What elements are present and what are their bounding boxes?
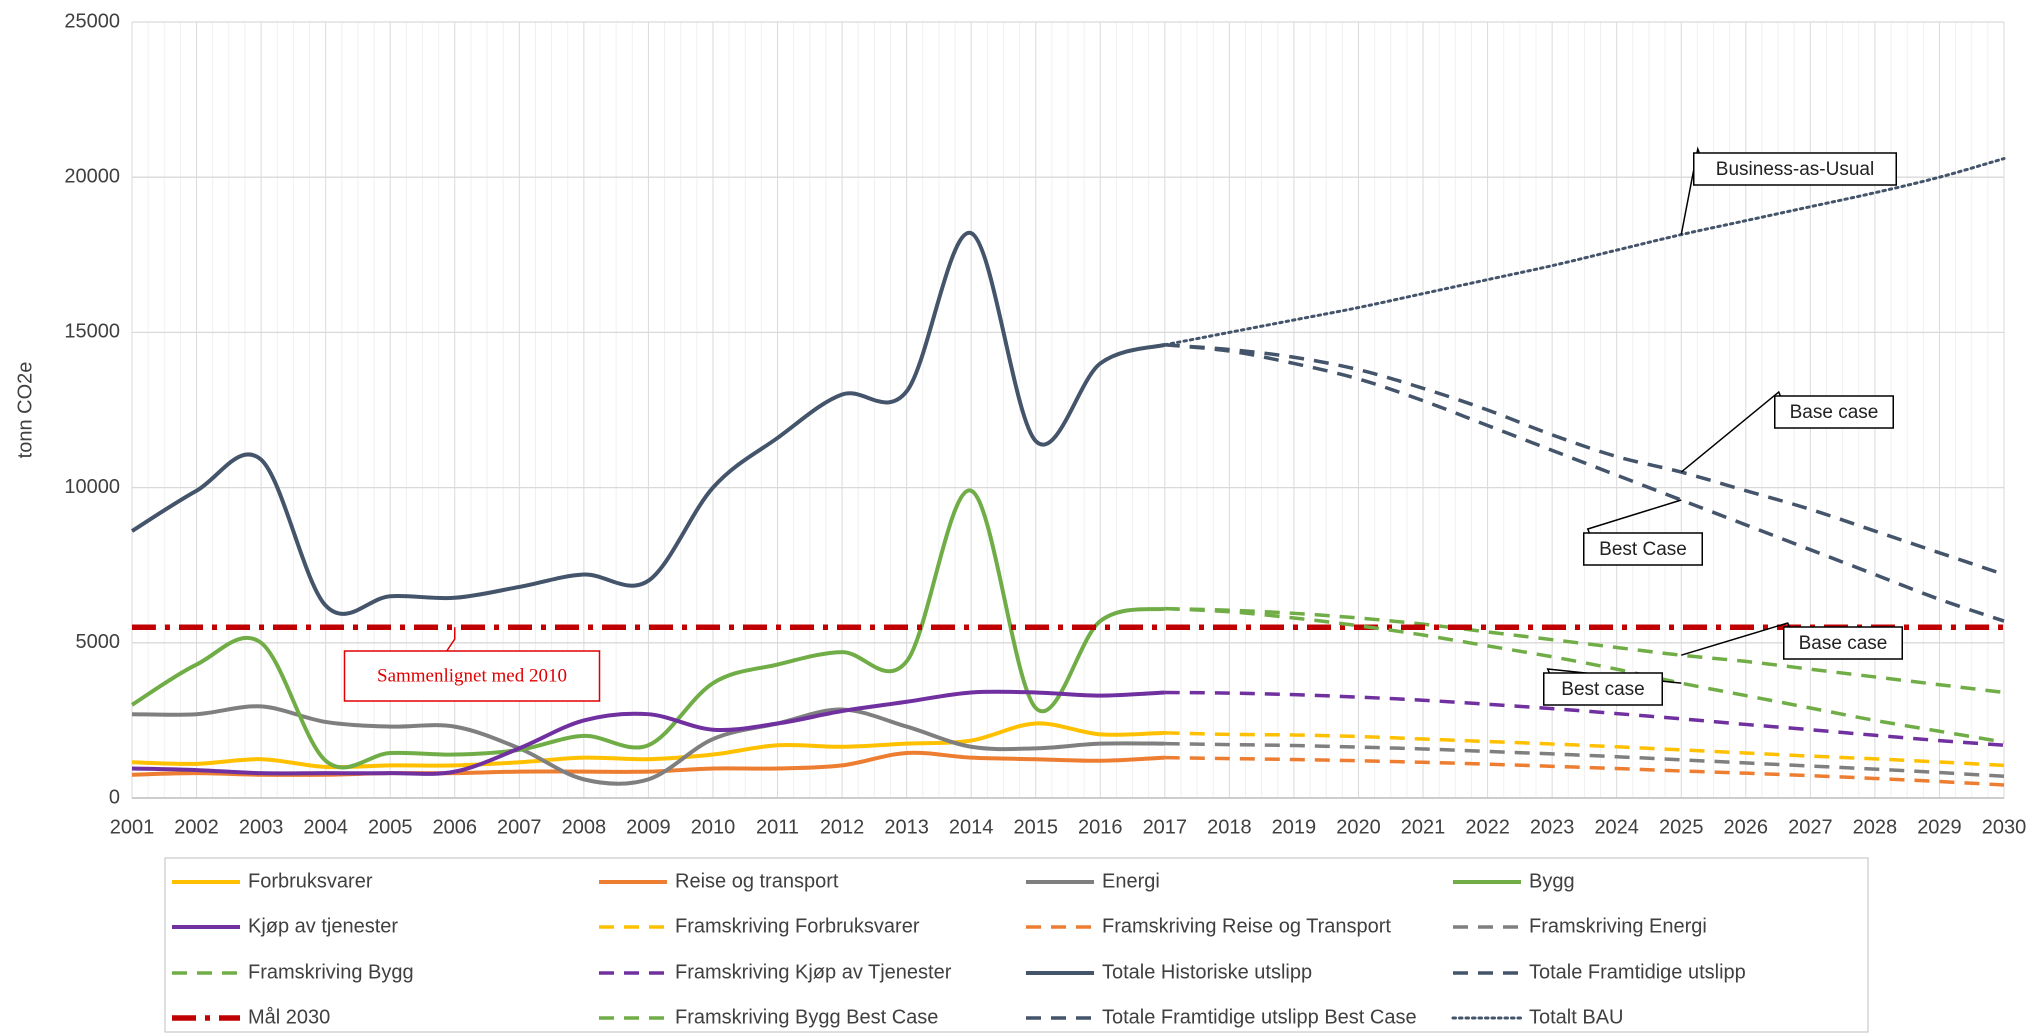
callout-pointer <box>446 627 456 652</box>
series-line <box>131 721 1165 770</box>
x-tick-label: 2023 <box>1530 816 1575 838</box>
y-tick-label: 5000 <box>76 631 121 653</box>
x-tick-label: 2020 <box>1336 816 1381 838</box>
y-axis-label: tonn CO2e <box>14 362 36 459</box>
series-line <box>130 488 1166 770</box>
legend-label: Framskriving Reise og Transport <box>1102 915 1391 937</box>
x-tick-label: 2030 <box>1982 816 2027 838</box>
legend-label: Forbruksvarer <box>248 870 373 892</box>
x-tick-label: 2011 <box>756 816 799 838</box>
series-line <box>131 704 1165 786</box>
legend-label: Framskriving Forbruksvarer <box>675 915 920 937</box>
series-line <box>130 231 1166 616</box>
series-line <box>1164 731 2005 768</box>
x-tick-label: 2026 <box>1724 816 1769 838</box>
series-line <box>1164 343 2005 577</box>
legend-label: Totale Framtidige utslipp <box>1529 961 1746 983</box>
x-tick-label: 2027 <box>1788 816 1833 838</box>
x-tick-label: 2013 <box>884 816 929 838</box>
x-tick-label: 2016 <box>1078 816 1123 838</box>
x-tick-label: 2022 <box>1465 816 1510 838</box>
legend-label: Bygg <box>1529 870 1575 892</box>
annotation: Best case <box>1561 679 1644 700</box>
y-tick-label: 25000 <box>64 10 120 32</box>
callout-box <box>1783 626 1903 660</box>
x-tick-label: 2002 <box>174 816 219 838</box>
x-tick-label: 2007 <box>497 816 542 838</box>
x-tick-label: 2024 <box>1594 816 1639 838</box>
annotation: Base case <box>1790 402 1879 423</box>
x-tick-label: 2001 <box>110 816 155 838</box>
legend-label: Reise og transport <box>675 870 839 892</box>
callout-box <box>1543 672 1663 706</box>
callout-box <box>1774 395 1894 429</box>
legend-label: Framskriving Bygg Best Case <box>675 1006 938 1028</box>
x-tick-label: 2029 <box>1917 816 1962 838</box>
x-tick-label: 2017 <box>1143 816 1188 838</box>
y-tick-label: 0 <box>109 786 120 808</box>
annotation: Business-as-Usual <box>1716 159 1874 180</box>
x-tick-label: 2025 <box>1659 816 1704 838</box>
legend-label: Energi <box>1102 870 1160 892</box>
x-tick-label: 2019 <box>1272 816 1317 838</box>
legend-label: Totalt BAU <box>1529 1006 1623 1028</box>
legend-label: Kjøp av tjenester <box>248 915 398 937</box>
x-tick-label: 2018 <box>1207 816 1252 838</box>
x-tick-label: 2006 <box>433 816 478 838</box>
x-tick-label: 2005 <box>368 816 413 838</box>
y-tick-label: 15000 <box>64 321 120 343</box>
x-tick-label: 2009 <box>626 816 671 838</box>
x-tick-label: 2003 <box>239 816 284 838</box>
legend-label: Totale Historiske utslipp <box>1102 961 1312 983</box>
y-tick-label: 10000 <box>64 476 120 498</box>
annotation: Best Case <box>1599 539 1687 560</box>
legend-label: Totale Framtidige utslipp Best Case <box>1102 1006 1417 1028</box>
x-tick-label: 2010 <box>691 816 736 838</box>
x-tick-label: 2015 <box>1013 816 1058 838</box>
series-line <box>1164 741 2005 779</box>
legend-label: Mål 2030 <box>248 1006 330 1028</box>
legend-label: Framskriving Kjøp av Tjenester <box>675 961 952 983</box>
x-tick-label: 2014 <box>949 816 994 838</box>
x-tick-label: 2008 <box>562 816 607 838</box>
legend-box <box>164 857 1869 1033</box>
series-line <box>1163 157 2006 347</box>
x-tick-label: 2021 <box>1401 816 1446 838</box>
legend-label: Framskriving Energi <box>1529 915 1707 937</box>
callout-box <box>343 650 601 702</box>
series-line <box>1164 606 2005 744</box>
x-tick-label: 2004 <box>303 816 348 838</box>
x-tick-label: 2028 <box>1853 816 1898 838</box>
series-line <box>131 689 1165 776</box>
callout-box <box>1693 152 1897 186</box>
annotation: Sammenlignet med 2010 <box>377 665 567 686</box>
x-tick-label: 2012 <box>820 816 865 838</box>
callout-box <box>1583 532 1703 566</box>
series-line <box>1164 690 2005 747</box>
annotation: Base case <box>1799 633 1888 654</box>
series-line <box>1164 755 2005 787</box>
y-tick-label: 20000 <box>64 165 120 187</box>
legend-label: Framskriving Bygg <box>248 961 414 983</box>
series-line <box>1164 343 2005 623</box>
series-line <box>1164 606 2005 695</box>
